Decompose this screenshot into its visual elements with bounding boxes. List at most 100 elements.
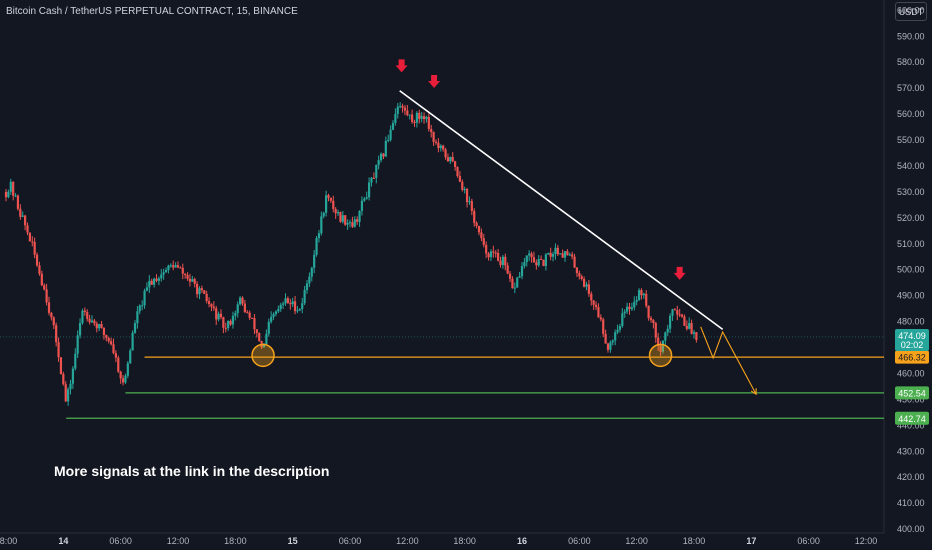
candle-body [671, 309, 674, 316]
candle-body [212, 306, 215, 309]
candle-body [215, 308, 218, 320]
candle-body [683, 316, 686, 326]
x-tick-label: 15 [288, 536, 298, 546]
candle-body [680, 314, 684, 317]
candle-body [535, 262, 538, 266]
y-tick-label: 480.00 [897, 317, 925, 327]
candle-body [188, 278, 192, 282]
candle-body [497, 253, 500, 261]
candle-body [551, 253, 555, 257]
candle-body [141, 305, 144, 307]
candle-body [394, 114, 397, 123]
candle-body [580, 276, 583, 280]
candle-body [14, 195, 17, 197]
candle-body [532, 257, 536, 263]
candles-group [4, 102, 698, 406]
candle-body [513, 287, 516, 289]
currency-button[interactable]: USDT [895, 2, 927, 21]
candle-body [193, 279, 196, 284]
candle-body [45, 289, 48, 303]
candle-body [508, 273, 512, 279]
y-tick-label: 420.00 [897, 472, 925, 482]
x-tick-label: 18:00 [224, 536, 247, 546]
candle-body [547, 252, 550, 255]
candle-body [52, 317, 55, 326]
candle-body [344, 215, 347, 225]
candle-body [267, 321, 270, 334]
candle-body [296, 310, 299, 312]
candle-body [609, 342, 612, 350]
candle-body [286, 298, 289, 304]
candle-body [516, 277, 519, 288]
candle-body [160, 274, 163, 279]
candle-body [566, 251, 569, 256]
level-badge-text: 452.54 [898, 388, 926, 398]
candle-body [475, 222, 478, 226]
candle-body [456, 166, 459, 177]
candle-body [7, 191, 10, 198]
candle-body [501, 256, 504, 266]
candle-body [203, 290, 206, 294]
candle-body [270, 316, 273, 322]
candle-body [167, 265, 170, 271]
candle-body [451, 156, 454, 162]
candle-body [153, 278, 156, 285]
candle-body [289, 303, 292, 305]
candle-body [265, 333, 268, 345]
candle-body [59, 357, 63, 374]
candle-body [112, 344, 115, 354]
candle-body [341, 215, 344, 222]
candle-body [19, 208, 22, 217]
candle-body [303, 290, 306, 304]
candle-body [126, 363, 129, 376]
candle-body [301, 303, 304, 309]
candle-body [571, 254, 574, 257]
candle-body [119, 371, 122, 379]
candle-body [186, 274, 189, 279]
candle-body [482, 238, 485, 245]
candle-body [351, 222, 354, 227]
candle-body [618, 326, 622, 330]
candle-body [480, 232, 483, 239]
candle-body [408, 114, 411, 116]
candle-body [184, 273, 187, 275]
candle-body [169, 265, 172, 267]
candle-body [688, 323, 691, 329]
candle-body [35, 254, 39, 266]
candle-body [461, 181, 464, 190]
candle-body [561, 253, 564, 258]
candle-body [26, 225, 29, 233]
candle-body [649, 317, 653, 321]
candle-body [549, 252, 552, 257]
y-tick-label: 460.00 [897, 368, 925, 378]
candle-body [492, 251, 495, 253]
y-tick-label: 600.00 [897, 5, 925, 15]
candle-body [334, 208, 337, 214]
candle-body [291, 301, 294, 305]
candle-body [563, 251, 567, 258]
level-badge-442.74 [895, 411, 929, 425]
candle-body [602, 319, 605, 334]
candle-body [162, 272, 165, 275]
candle-body [148, 280, 151, 288]
y-tick-label: 430.00 [897, 446, 925, 456]
candle-body [172, 265, 175, 268]
y-tick-label: 550.00 [897, 135, 925, 145]
candle-body [210, 303, 213, 307]
candle-body [279, 304, 282, 310]
candle-body [76, 335, 79, 354]
y-tick-label: 520.00 [897, 213, 925, 223]
candle-body [121, 378, 125, 383]
candle-body [578, 273, 581, 277]
candle-body [635, 300, 638, 302]
candle-body [422, 116, 426, 120]
candle-body [90, 320, 94, 323]
candle-body [640, 290, 643, 296]
candle-body [348, 222, 352, 224]
candle-body [191, 279, 194, 282]
candle-body [465, 189, 469, 203]
candle-body [78, 322, 82, 336]
level-badge-466.32 [895, 350, 929, 364]
